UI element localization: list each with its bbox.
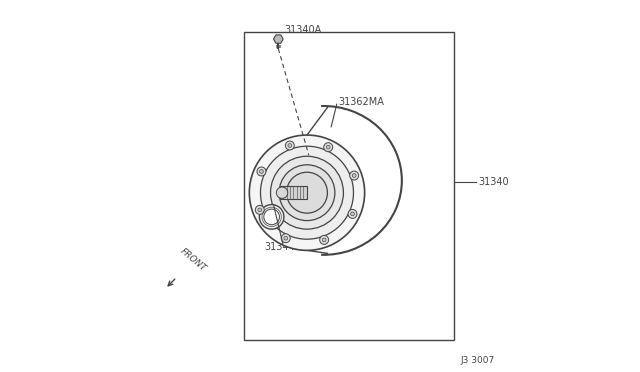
Circle shape xyxy=(348,209,357,218)
Circle shape xyxy=(352,174,356,177)
Bar xyxy=(244,32,454,340)
Text: 31340A: 31340A xyxy=(284,25,321,35)
Circle shape xyxy=(323,238,326,242)
Circle shape xyxy=(349,171,358,180)
Circle shape xyxy=(326,145,330,149)
Circle shape xyxy=(260,170,263,173)
Text: 31340: 31340 xyxy=(478,177,509,187)
Circle shape xyxy=(287,172,328,213)
Text: 31362MA: 31362MA xyxy=(339,97,385,107)
Circle shape xyxy=(320,235,328,244)
Text: FRONT: FRONT xyxy=(179,247,208,273)
Circle shape xyxy=(264,209,280,225)
Circle shape xyxy=(351,212,355,216)
Text: 31344: 31344 xyxy=(264,242,295,251)
Circle shape xyxy=(259,205,284,229)
Polygon shape xyxy=(273,35,283,43)
Bar xyxy=(280,186,307,199)
Circle shape xyxy=(285,141,294,150)
Circle shape xyxy=(279,165,335,221)
Circle shape xyxy=(250,135,365,250)
Circle shape xyxy=(276,187,288,198)
Circle shape xyxy=(260,146,353,239)
Circle shape xyxy=(255,205,264,214)
Circle shape xyxy=(284,236,287,240)
Circle shape xyxy=(282,234,290,243)
Circle shape xyxy=(288,144,292,147)
Circle shape xyxy=(324,143,333,152)
Text: J3 3007: J3 3007 xyxy=(461,356,495,365)
Circle shape xyxy=(258,208,262,212)
Circle shape xyxy=(271,156,344,229)
Circle shape xyxy=(257,167,266,176)
